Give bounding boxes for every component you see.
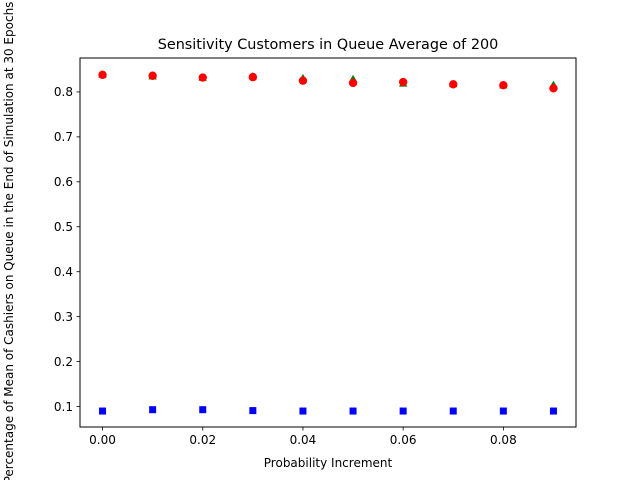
x-tick-label: 0.08 bbox=[490, 433, 517, 447]
series-2-circle-marker bbox=[348, 78, 358, 88]
series-2-circle-marker bbox=[248, 72, 258, 82]
y-tick-label: 0.3 bbox=[54, 310, 73, 324]
y-axis-label: Percentage of Mean of Cashiers on Queue … bbox=[2, 2, 16, 480]
series-2-circle-marker bbox=[449, 80, 458, 89]
series-0-square-marker bbox=[99, 407, 107, 415]
x-tick-label: 0.06 bbox=[390, 433, 417, 447]
y-tick-label: 0.7 bbox=[54, 130, 73, 144]
series-0-square-marker bbox=[549, 407, 557, 415]
data-markers bbox=[98, 70, 558, 415]
series-2-circle-marker bbox=[298, 76, 308, 85]
y-tick-label: 0.6 bbox=[54, 175, 73, 189]
x-tick-label: 0.02 bbox=[189, 433, 216, 447]
x-tick-label: 0.00 bbox=[89, 433, 116, 447]
series-2-circle-marker bbox=[98, 70, 107, 80]
series-2-circle-marker bbox=[499, 80, 508, 90]
series-0-square-marker bbox=[199, 406, 207, 414]
series-0-square-marker bbox=[349, 407, 357, 415]
series-2-circle-marker bbox=[549, 84, 558, 93]
y-tick-label: 0.2 bbox=[54, 355, 73, 369]
x-tick-label: 0.04 bbox=[290, 433, 317, 447]
axis-ticks: 0.00 0.02 0.04 0.06 0.08 0.1 0.2 0.3 0.4 0.5 0.6 0.… bbox=[54, 85, 517, 447]
plot-frame bbox=[79, 57, 577, 428]
y-tick-label: 0.4 bbox=[54, 265, 73, 279]
series-0-square-marker bbox=[449, 407, 457, 415]
x-axis-label: Probability Increment bbox=[264, 456, 393, 470]
series-2-circle-marker bbox=[398, 77, 408, 87]
series-0-square-marker bbox=[499, 407, 507, 415]
series-0-square-marker bbox=[399, 407, 407, 415]
series-0-square-marker bbox=[249, 407, 257, 415]
y-tick-label: 0.5 bbox=[54, 220, 73, 234]
y-tick-label: 0.8 bbox=[54, 85, 73, 99]
series-2-circle-marker bbox=[198, 73, 207, 82]
chart-title: Sensitivity Customers in Queue Average o… bbox=[158, 37, 499, 53]
series-2-circle-marker bbox=[148, 71, 157, 80]
y-tick-label: 0.1 bbox=[54, 400, 73, 414]
series-0-square-marker bbox=[299, 407, 307, 415]
series-0-square-marker bbox=[149, 406, 157, 414]
